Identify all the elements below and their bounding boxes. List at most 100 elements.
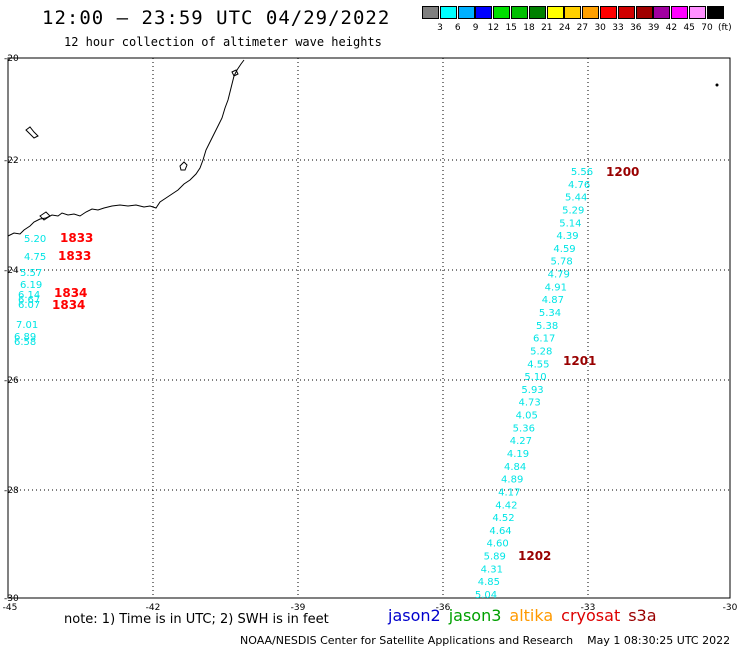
color-scale-swatch (617, 6, 635, 19)
lat-tick-label: -22 (4, 156, 19, 166)
wave-height-value: 4.75 (24, 252, 46, 263)
wave-height-value: 4.64 (489, 526, 511, 537)
wave-height-value: 5.56 (571, 167, 593, 178)
satellite-legend-entry: jason3 (448, 606, 502, 625)
east-track: 5.56 4.76 5.445.29 5.14 4.39 4.59 5.78 4.794.91… (475, 165, 640, 601)
satellite-legend-entry: altika (509, 606, 554, 625)
color-scale-swatch (475, 6, 493, 19)
wave-height-value: 4.84 (504, 462, 526, 473)
wave-height-value: 5.57 (20, 268, 42, 279)
lat-tick-label: -24 (4, 266, 19, 276)
island (25, 126, 39, 139)
wave-height-value: 6.67 (18, 295, 40, 306)
wave-height-value: 4.60 (487, 539, 509, 550)
page-title: 12:00 – 23:59 UTC 04/29/2022 (42, 7, 391, 29)
color-scale-swatch (689, 6, 706, 19)
color-scale-swatch (564, 6, 582, 19)
color-scale-swatch (671, 6, 689, 19)
satellite-legend-entry: s3a (628, 606, 657, 625)
wave-height-value: 5.10 (524, 372, 546, 383)
island (179, 161, 188, 171)
wave-height-value: 5.28 (530, 346, 552, 357)
wave-height-value: 4.05 (516, 411, 538, 422)
lat-tick-label: -20 (4, 54, 19, 64)
color-scale-swatch (457, 6, 475, 19)
color-scale-label: 45 (683, 23, 695, 33)
color-scale-swatch (511, 6, 528, 19)
lon-tick-label: -33 (581, 603, 596, 613)
time-label: 1833 (60, 231, 93, 245)
color-scale-label: 39 (647, 23, 660, 33)
satellite-legend-entry: cryosat (561, 606, 621, 625)
time-label: 1834 (52, 298, 85, 312)
lat-tick-label: -26 (4, 376, 19, 386)
color-scale-label: 9 (472, 23, 479, 33)
time-label: 1833 (58, 249, 91, 263)
small-island (715, 83, 719, 87)
graticule (8, 58, 730, 598)
wave-height-value: 4.27 (510, 436, 532, 447)
color-scale-label: 30 (594, 23, 606, 33)
wave-height-value: 6.17 (533, 334, 555, 345)
color-scale-label: 70 (701, 23, 713, 33)
lon-tick-label: -36 (436, 603, 451, 613)
wave-height-value: 4.17 (498, 487, 520, 498)
color-scale-label: 18 (523, 23, 535, 33)
lon-tick-label: -42 (146, 603, 161, 613)
wave-height-value: 4.39 (556, 231, 578, 242)
lat-tick-label: -30 (4, 594, 19, 604)
lat-tick-label: -28 (4, 486, 19, 496)
wave-height-value: 5.36 (513, 423, 535, 434)
lon-tick-label: -45 (3, 603, 18, 613)
color-scale-label: 33 (612, 23, 624, 33)
wave-height-value: 5.14 (559, 218, 581, 229)
wave-height-value: 6.14 (18, 290, 40, 301)
island (231, 69, 239, 77)
wave-height-value: 5.89 (484, 552, 506, 563)
credit-text: NOAA/NESDIS Center for Satellite Applica… (240, 634, 574, 647)
color-scale-label: (ft) (718, 23, 732, 33)
wave-height-value: 4.19 (507, 449, 529, 460)
wave-height-value: 4.59 (553, 244, 575, 255)
color-scale-label: 36 (630, 23, 642, 33)
coastline (7, 59, 245, 237)
wave-height-value: 4.55 (527, 359, 549, 370)
west-track: 5.20 4.75 5.576.196.146.076.67 7.016.896.58… (14, 231, 93, 348)
color-scale-label: 24 (558, 23, 571, 33)
color-scale-label: 6 (454, 23, 461, 33)
map-frame (7, 57, 731, 599)
footer-note: note: 1) Time is in UTC; 2) SWH is in fe… (64, 612, 329, 627)
wave-height-value: 5.93 (521, 385, 543, 396)
color-scale-swatch (653, 6, 671, 19)
color-scale-label: 12 (487, 23, 500, 33)
satellite-legend: jason2 jason3 altika cryosat s3a (388, 606, 665, 625)
wave-height-value: 4.89 (501, 475, 523, 486)
wave-height-value: 4.52 (492, 513, 514, 524)
wave-height-value: 5.44 (565, 193, 587, 204)
time-label: 1200 (606, 165, 639, 179)
wave-height-value: 5.20 (24, 234, 46, 245)
color-scale-swatch (706, 6, 724, 19)
axis-ticks: -45 -42 -39 -36 -33 -30 -20 -22 -24 -26 -28 -30 (3, 54, 738, 613)
wave-height-value: 4.42 (495, 500, 517, 511)
wave-height-value: 7.01 (16, 320, 38, 331)
color-scale-label: 15 (505, 23, 517, 33)
wave-height-value: 4.91 (545, 282, 567, 293)
wave-height-value: 4.73 (519, 398, 541, 409)
color-scale-label: 42 (665, 23, 678, 33)
color-scale-swatch (635, 6, 653, 19)
lon-tick-label: -39 (291, 603, 306, 613)
color-scale-label: 27 (576, 23, 589, 33)
color-scale-swatch (439, 6, 457, 19)
satellite-legend-entry: jason2 (388, 606, 441, 625)
time-label: 1202 (518, 549, 551, 563)
time-label: 1201 (563, 354, 596, 368)
color-scale-swatch (528, 6, 546, 19)
wave-height-value: 6.58 (14, 337, 36, 348)
page-subtitle: 12 hour collection of altimeter wave hei… (64, 35, 382, 49)
wave-height-value: 6.19 (20, 280, 42, 291)
color-scale-swatch (582, 6, 600, 19)
wave-height-value: 5.34 (539, 308, 561, 319)
wave-height-value: 4.79 (548, 270, 570, 281)
